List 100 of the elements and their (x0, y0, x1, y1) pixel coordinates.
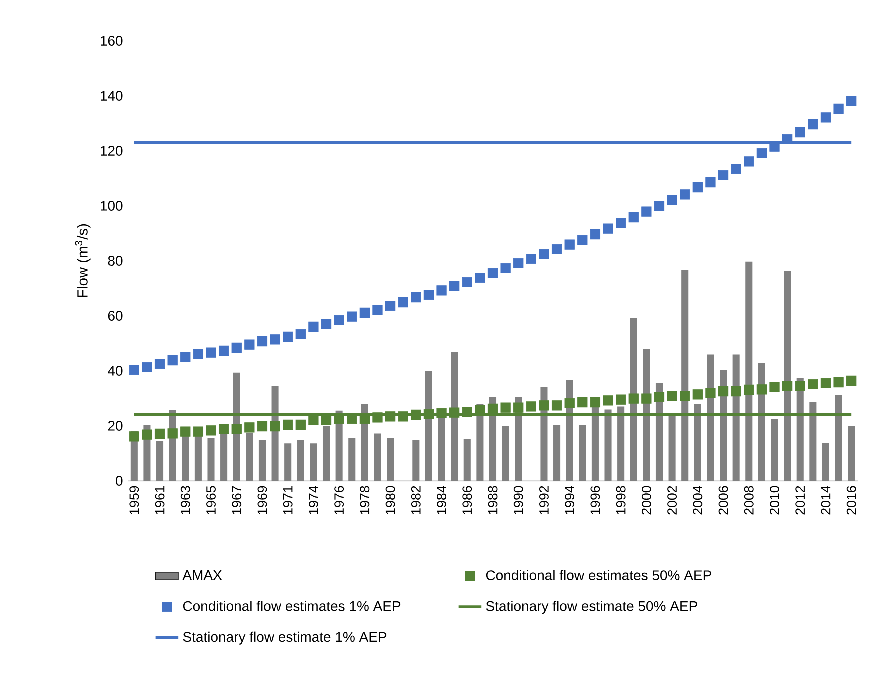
bar (156, 441, 164, 481)
point (834, 377, 844, 388)
x-tick-label: 1971 (283, 486, 293, 514)
point (168, 428, 178, 439)
bar (694, 404, 702, 481)
bar (322, 426, 330, 481)
bar (810, 402, 817, 481)
point (308, 322, 319, 332)
x-tick-label: 1986 (462, 486, 472, 514)
x-tick-label: 2010 (770, 486, 780, 515)
point (475, 272, 486, 284)
point (820, 378, 832, 388)
point (706, 178, 716, 188)
x-tick-label: 1984 (437, 486, 446, 514)
bar (579, 425, 586, 481)
legend-label: Conditional flow estimates 50% AEP (486, 570, 712, 580)
x-tick-label: 2008 (744, 486, 754, 515)
point (526, 254, 536, 264)
point (756, 384, 768, 395)
point (232, 342, 242, 353)
point (795, 127, 806, 138)
y-tick-label: 0 (116, 476, 123, 486)
y-tick-label: 120 (101, 146, 123, 156)
bar (412, 440, 420, 481)
point (564, 398, 575, 409)
point (564, 240, 575, 250)
point (244, 340, 255, 350)
point (578, 398, 588, 408)
y-tick-label: 160 (101, 36, 123, 46)
point (372, 305, 383, 316)
point (770, 382, 780, 392)
point (590, 398, 601, 408)
point (257, 421, 268, 432)
point (808, 120, 818, 130)
y-tick-label: 140 (101, 91, 123, 101)
point (718, 170, 729, 181)
point (129, 365, 140, 376)
bar (746, 262, 753, 481)
x-tick-label: 2002 (668, 486, 678, 515)
point (270, 421, 280, 432)
point (218, 346, 230, 356)
point (642, 394, 652, 404)
bar (771, 419, 778, 481)
point (500, 263, 511, 274)
y-tick-label: 60 (108, 311, 123, 321)
point (680, 190, 690, 200)
point (436, 286, 447, 296)
x-tick-label: 1982 (411, 486, 421, 514)
bar (438, 418, 446, 481)
bar (246, 432, 254, 481)
x-tick-label: 2016 (846, 486, 856, 515)
point (846, 96, 857, 107)
point (718, 386, 729, 397)
point (744, 156, 754, 167)
point (193, 426, 204, 437)
point (834, 104, 844, 114)
point (462, 407, 472, 418)
x-tick-label: 1998 (616, 486, 626, 514)
point (385, 412, 396, 422)
x-tick-label: 1990 (514, 486, 524, 514)
bar (554, 425, 561, 481)
bar (592, 406, 599, 481)
point (526, 402, 536, 412)
bar (848, 426, 856, 481)
point (628, 394, 639, 404)
point (206, 426, 216, 436)
x-tick-label: 1965 (206, 486, 216, 514)
point (129, 432, 140, 442)
point (385, 301, 396, 312)
point (514, 258, 524, 269)
point (680, 391, 690, 402)
x-tick-label: 1963 (180, 486, 190, 514)
x-tick-label: 2014 (821, 486, 831, 515)
x-tick-label: 2000 (642, 486, 652, 515)
point (731, 386, 742, 397)
bar (822, 443, 830, 481)
point (154, 428, 166, 440)
x-tick-label: 1976 (334, 486, 344, 514)
point (334, 315, 344, 326)
point (321, 319, 332, 330)
point (411, 292, 422, 303)
point (257, 336, 268, 347)
point (782, 381, 793, 392)
bar (784, 271, 792, 481)
point (232, 424, 242, 434)
x-tick-label: 1980 (386, 486, 396, 514)
point (667, 391, 678, 402)
point (731, 164, 742, 174)
point (488, 268, 498, 278)
bar (630, 318, 638, 481)
point (283, 420, 294, 430)
bar (682, 270, 689, 481)
point (180, 426, 191, 437)
bar (284, 444, 292, 481)
bar (348, 438, 356, 481)
point (411, 410, 422, 420)
point (552, 400, 562, 411)
point (283, 332, 294, 342)
bar (604, 410, 612, 481)
bar (835, 395, 842, 481)
